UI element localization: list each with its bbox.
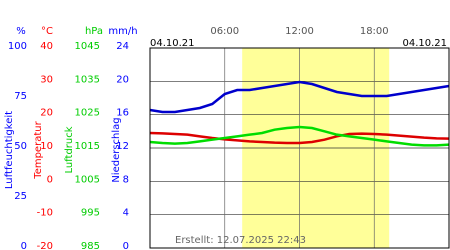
y-tick-label: 10 xyxy=(40,141,53,152)
y-tick-label: 8 xyxy=(123,174,129,185)
axis-unit: °C xyxy=(41,26,53,37)
y-tick-label: 100 xyxy=(8,41,27,52)
axis-title: Niederschlag xyxy=(111,117,122,182)
y-tick-label: 1015 xyxy=(75,141,100,152)
footer: Erstellt: 12.07.2025 22:43 xyxy=(175,235,306,246)
y-tick-label: 25 xyxy=(14,191,27,202)
plot-frame xyxy=(149,47,450,249)
axis-title: Luftdruck xyxy=(64,126,75,173)
y-tick-label: 40 xyxy=(40,41,53,52)
x-tick-label: 12:00 xyxy=(285,26,314,37)
date-right: 04.10.21 xyxy=(402,38,447,49)
axis-unit: mm/h xyxy=(108,26,137,37)
x-tick-label: 18:00 xyxy=(360,26,389,37)
date-left: 04.10.21 xyxy=(150,38,195,49)
y-tick-label: 4 xyxy=(123,208,129,219)
y-tick-label: 75 xyxy=(14,91,27,102)
y-tick-label: 0 xyxy=(123,241,129,250)
series-line xyxy=(149,131,450,145)
axis-unit: % xyxy=(16,26,26,37)
x-tick-label: 06:00 xyxy=(210,26,239,37)
series-line xyxy=(149,80,450,114)
y-tick-label: 12 xyxy=(116,141,129,152)
series-line xyxy=(149,125,450,147)
y-tick-label: 20 xyxy=(40,108,53,119)
y-tick-label: 50 xyxy=(14,141,27,152)
y-tick-label: 985 xyxy=(81,241,100,250)
axis-unit: hPa xyxy=(85,26,103,37)
y-tick-label: 1025 xyxy=(75,108,100,119)
y-tick-label: 1035 xyxy=(75,74,100,85)
y-tick-label: 1045 xyxy=(75,41,100,52)
y-tick-label: 1005 xyxy=(75,174,100,185)
y-tick-label: 24 xyxy=(116,41,129,52)
axis-title: Luftfeuchtigkeit xyxy=(4,111,15,189)
y-tick-label: 16 xyxy=(116,108,129,119)
y-tick-label: -20 xyxy=(37,241,53,250)
y-tick-label: 0 xyxy=(21,241,27,250)
y-tick-label: 0 xyxy=(47,174,53,185)
y-tick-label: 995 xyxy=(81,208,100,219)
axis-title: Temperatur xyxy=(33,120,44,179)
y-tick-label: 30 xyxy=(40,74,53,85)
y-tick-label: -10 xyxy=(37,208,53,219)
y-tick-label: 20 xyxy=(116,74,129,85)
